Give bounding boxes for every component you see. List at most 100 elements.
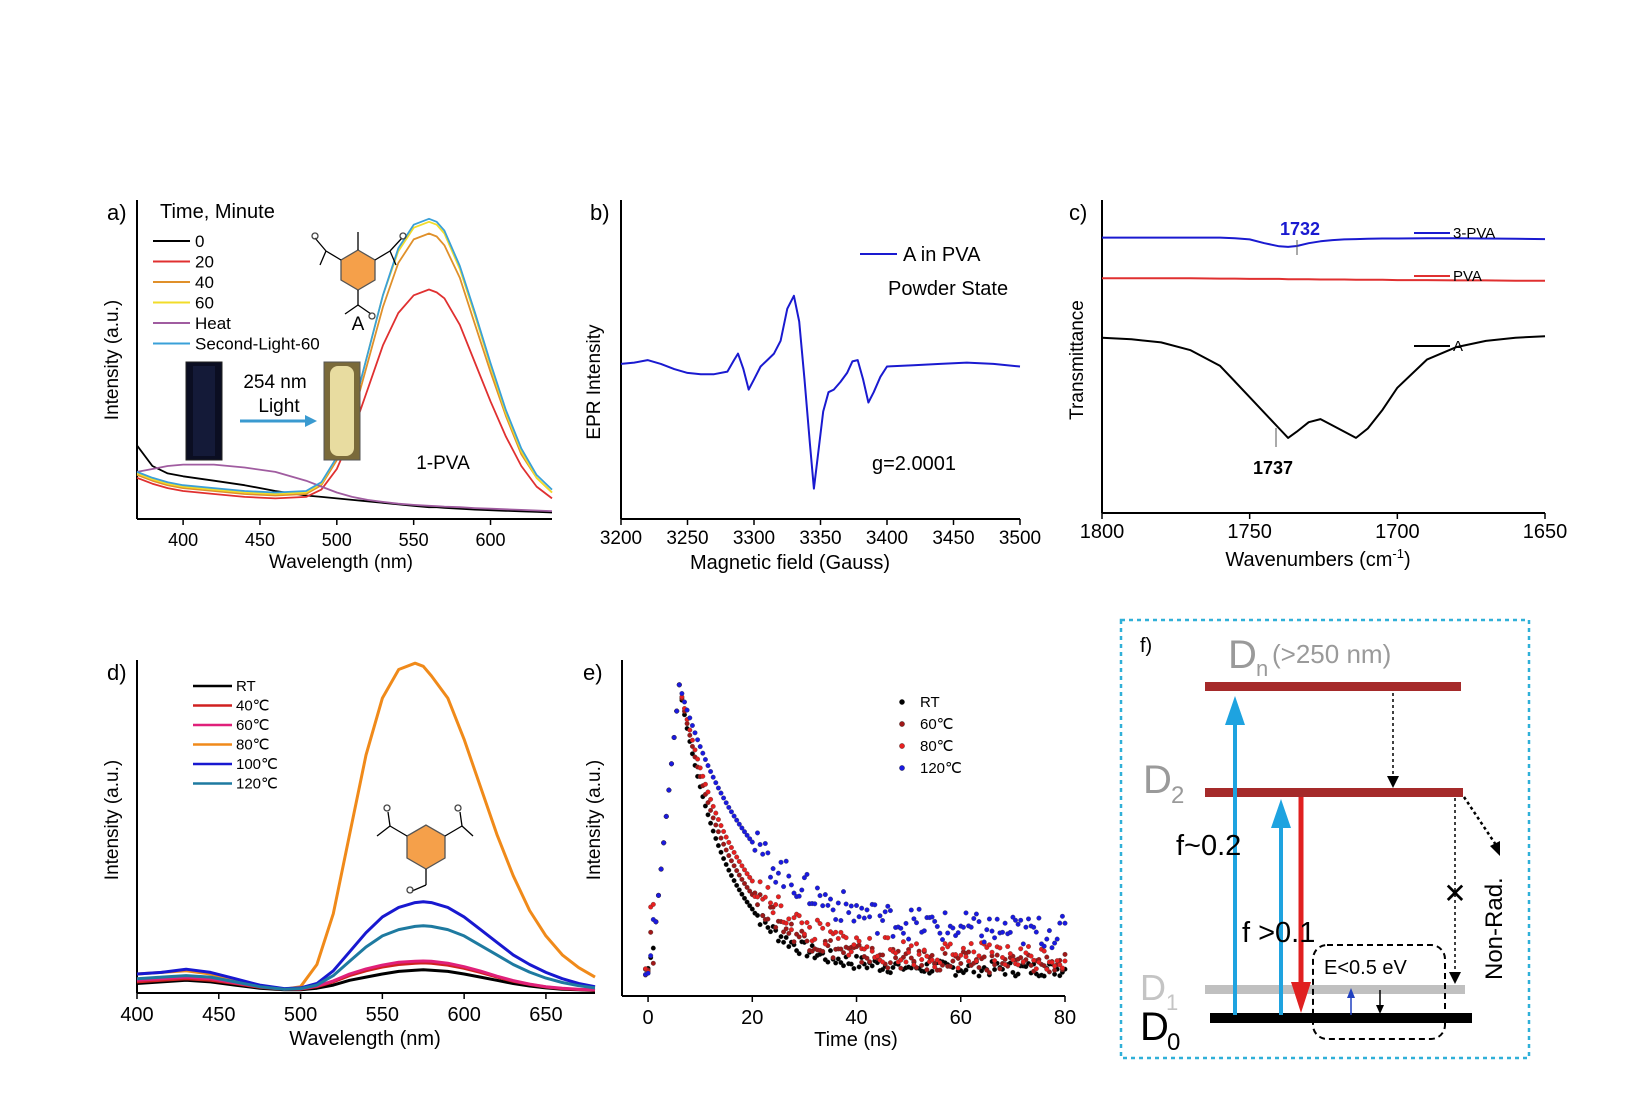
legend-label-pva: PVA xyxy=(1453,268,1482,285)
data-point xyxy=(1010,957,1016,963)
data-point xyxy=(1041,973,1047,979)
x-tick-label: 3200 xyxy=(600,528,642,549)
data-point xyxy=(723,847,729,853)
data-point xyxy=(929,968,935,974)
data-point xyxy=(838,946,844,952)
svg-text:D: D xyxy=(1140,967,1166,1008)
data-point xyxy=(900,939,906,945)
data-point xyxy=(692,730,698,736)
data-point xyxy=(835,936,841,941)
data-point xyxy=(705,789,711,795)
data-point xyxy=(689,751,695,757)
data-point xyxy=(689,743,695,749)
data-point xyxy=(676,682,682,688)
data-point xyxy=(887,960,893,966)
data-point xyxy=(692,747,698,753)
data-point xyxy=(893,950,899,956)
data-point xyxy=(801,875,807,881)
data-point xyxy=(697,744,703,750)
data-point xyxy=(786,944,792,950)
data-point xyxy=(736,872,742,878)
data-point xyxy=(992,967,998,972)
data-point xyxy=(705,800,711,806)
panel-c-y-label: Transmittance xyxy=(1067,300,1088,420)
data-point xyxy=(1059,913,1065,919)
x-tick-label: 3450 xyxy=(932,528,974,549)
data-point xyxy=(689,737,695,743)
data-point xyxy=(734,882,740,888)
data-point xyxy=(963,967,969,973)
data-point xyxy=(762,841,768,846)
data-point xyxy=(757,922,763,928)
data-point xyxy=(887,908,893,914)
data-point xyxy=(1018,955,1024,961)
data-point xyxy=(726,804,732,810)
data-point xyxy=(770,910,776,916)
data-point xyxy=(929,914,935,920)
data-point xyxy=(747,836,753,842)
data-point xyxy=(656,892,661,898)
data-point xyxy=(666,787,672,793)
data-point xyxy=(817,893,823,899)
panel-e-label: e) xyxy=(583,660,603,685)
x-tick-label: 600 xyxy=(447,1004,480,1026)
data-point xyxy=(861,915,867,921)
data-point xyxy=(932,964,938,970)
data-point xyxy=(898,925,904,931)
data-point xyxy=(739,863,745,869)
data-point xyxy=(911,916,917,922)
data-point xyxy=(843,935,849,941)
data-point xyxy=(838,918,844,923)
data-point xyxy=(770,866,776,872)
x-tick-label: 450 xyxy=(245,530,275,550)
data-point xyxy=(723,834,729,840)
data-point xyxy=(947,941,953,947)
data-point xyxy=(684,721,690,727)
data-point xyxy=(744,884,750,890)
panel-b-series xyxy=(620,294,1021,490)
data-point xyxy=(885,903,891,909)
series-line-a xyxy=(1101,335,1546,439)
data-point xyxy=(814,917,820,923)
data-point xyxy=(744,832,750,838)
data-point xyxy=(1023,950,1029,956)
data-point xyxy=(796,913,802,919)
data-point xyxy=(825,902,831,908)
data-point xyxy=(1023,924,1029,930)
ic-dn-d2-head xyxy=(1387,776,1399,788)
data-point xyxy=(804,938,810,944)
legend-label-60c: 60℃ xyxy=(920,716,954,733)
panel-b-x-ticks: 3200 3250 3300 3350 3400 3450 3500 xyxy=(600,519,1041,549)
annotation-light: Light xyxy=(258,396,300,417)
data-point xyxy=(833,917,839,922)
x-tick-label: 3400 xyxy=(866,528,908,549)
data-point xyxy=(1036,915,1042,921)
data-point xyxy=(835,956,841,962)
data-point xyxy=(728,873,734,878)
energy-gap-box xyxy=(1312,944,1446,1040)
data-point xyxy=(882,909,888,915)
data-point xyxy=(768,929,773,935)
data-point xyxy=(768,900,773,906)
data-point xyxy=(960,945,966,951)
data-point xyxy=(950,925,956,931)
data-point xyxy=(903,920,909,926)
data-point xyxy=(994,916,1000,922)
legend-marker-80c xyxy=(899,743,905,749)
data-point xyxy=(1026,916,1031,922)
legend-marker-120c xyxy=(899,765,905,771)
data-point xyxy=(796,893,802,899)
data-point xyxy=(726,867,732,873)
data-point xyxy=(1028,953,1034,959)
data-point xyxy=(854,953,859,959)
vial-dark-tube xyxy=(193,366,215,456)
data-point xyxy=(653,919,659,925)
data-point xyxy=(937,930,943,936)
data-point xyxy=(841,950,846,956)
data-point xyxy=(828,938,833,943)
legend-label-0: 0 xyxy=(195,232,204,251)
data-point xyxy=(783,935,789,940)
legend-label-20: 20 xyxy=(195,253,214,272)
data-point xyxy=(715,843,721,849)
data-point xyxy=(846,952,852,958)
